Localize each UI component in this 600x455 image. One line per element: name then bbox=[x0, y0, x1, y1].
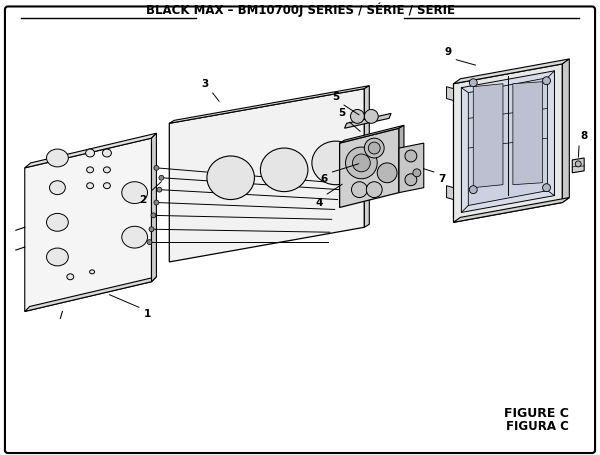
Polygon shape bbox=[469, 78, 548, 206]
Circle shape bbox=[542, 77, 551, 85]
Circle shape bbox=[405, 174, 417, 186]
Circle shape bbox=[377, 163, 397, 183]
Circle shape bbox=[154, 165, 159, 170]
Polygon shape bbox=[25, 138, 151, 311]
Text: FIGURE C: FIGURE C bbox=[505, 407, 569, 420]
Polygon shape bbox=[25, 277, 157, 311]
Circle shape bbox=[157, 187, 162, 192]
Circle shape bbox=[154, 200, 159, 205]
Polygon shape bbox=[513, 82, 542, 185]
Circle shape bbox=[346, 147, 377, 179]
Ellipse shape bbox=[103, 167, 110, 173]
Circle shape bbox=[469, 186, 477, 194]
Ellipse shape bbox=[260, 148, 308, 192]
Polygon shape bbox=[446, 86, 454, 101]
Ellipse shape bbox=[49, 181, 65, 195]
Ellipse shape bbox=[103, 149, 112, 157]
Text: 5: 5 bbox=[338, 108, 346, 118]
Circle shape bbox=[575, 161, 581, 167]
Ellipse shape bbox=[122, 226, 148, 248]
Ellipse shape bbox=[47, 149, 68, 167]
Polygon shape bbox=[572, 158, 584, 173]
Circle shape bbox=[368, 142, 380, 154]
Text: 4: 4 bbox=[316, 197, 323, 207]
Circle shape bbox=[364, 138, 384, 158]
Ellipse shape bbox=[86, 149, 95, 157]
Polygon shape bbox=[340, 125, 404, 143]
Ellipse shape bbox=[89, 270, 95, 274]
Ellipse shape bbox=[207, 156, 254, 200]
Polygon shape bbox=[340, 128, 399, 207]
Circle shape bbox=[149, 227, 154, 232]
Polygon shape bbox=[364, 86, 370, 227]
Circle shape bbox=[151, 213, 156, 218]
Circle shape bbox=[367, 182, 382, 197]
Polygon shape bbox=[25, 133, 157, 168]
Text: BLACK MAX – BM10700J SERIES / SÉRIE / SERIE: BLACK MAX – BM10700J SERIES / SÉRIE / SE… bbox=[146, 3, 455, 17]
Polygon shape bbox=[454, 197, 569, 222]
Ellipse shape bbox=[86, 183, 94, 189]
Polygon shape bbox=[169, 89, 364, 262]
Text: FIGURA C: FIGURA C bbox=[506, 420, 569, 433]
Text: 9: 9 bbox=[445, 47, 451, 57]
Polygon shape bbox=[446, 186, 454, 200]
Polygon shape bbox=[169, 86, 370, 123]
Polygon shape bbox=[151, 133, 157, 282]
Ellipse shape bbox=[67, 274, 74, 280]
Ellipse shape bbox=[312, 141, 359, 185]
Circle shape bbox=[413, 169, 421, 177]
Ellipse shape bbox=[47, 248, 68, 266]
Circle shape bbox=[159, 175, 164, 180]
Text: 2: 2 bbox=[139, 195, 146, 205]
Circle shape bbox=[147, 240, 152, 245]
Text: 1: 1 bbox=[143, 309, 151, 319]
Polygon shape bbox=[454, 59, 569, 84]
Circle shape bbox=[542, 184, 551, 192]
Polygon shape bbox=[461, 71, 554, 212]
Polygon shape bbox=[344, 113, 391, 128]
Text: 6: 6 bbox=[320, 174, 328, 184]
Circle shape bbox=[352, 154, 370, 172]
Polygon shape bbox=[562, 59, 569, 202]
Polygon shape bbox=[399, 125, 404, 192]
Circle shape bbox=[469, 79, 477, 86]
Ellipse shape bbox=[86, 167, 94, 173]
Text: 5: 5 bbox=[332, 91, 340, 101]
Text: 3: 3 bbox=[202, 79, 209, 89]
Ellipse shape bbox=[103, 183, 110, 189]
Ellipse shape bbox=[47, 213, 68, 231]
FancyBboxPatch shape bbox=[5, 6, 595, 453]
Ellipse shape bbox=[122, 182, 148, 203]
Circle shape bbox=[352, 182, 367, 197]
Circle shape bbox=[364, 110, 378, 123]
Circle shape bbox=[350, 110, 364, 123]
Polygon shape bbox=[399, 143, 424, 192]
Text: 8: 8 bbox=[580, 131, 587, 141]
Text: 7: 7 bbox=[439, 174, 446, 184]
Circle shape bbox=[405, 150, 417, 162]
Polygon shape bbox=[473, 84, 503, 187]
Polygon shape bbox=[454, 64, 562, 222]
